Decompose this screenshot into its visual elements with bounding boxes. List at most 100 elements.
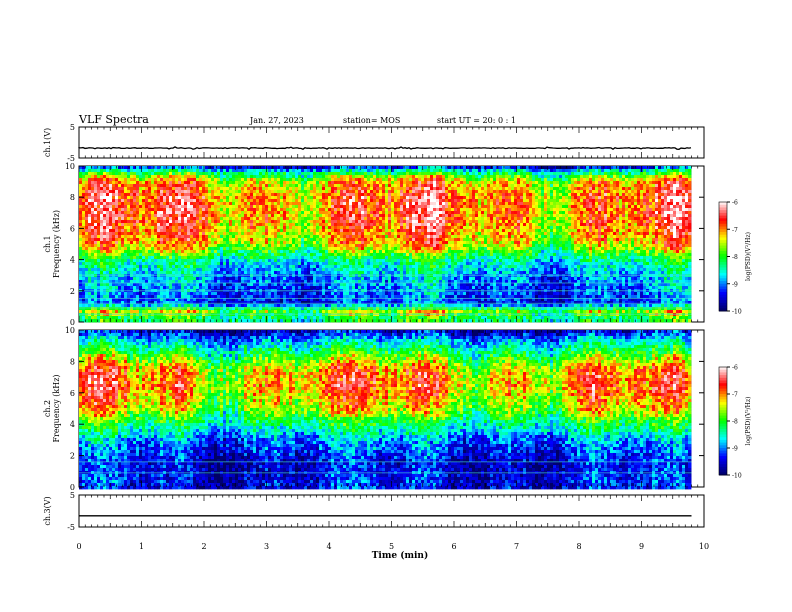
spectrogram-cell (517, 196, 521, 200)
spectrogram-cell (664, 172, 668, 176)
spectrogram-cell (583, 166, 587, 170)
spectrogram-cell (511, 178, 515, 182)
spectrogram-cell (502, 223, 506, 227)
spectrogram-cell (511, 235, 515, 239)
spectrogram-cell (184, 211, 188, 215)
spectrogram-cell (157, 220, 161, 224)
spectrogram-cell (172, 223, 176, 227)
spectrogram-cell (91, 178, 95, 182)
spectrogram-cell (91, 196, 95, 200)
spectrogram-cell (502, 172, 506, 176)
spectrogram-cell (289, 226, 293, 230)
spectrogram-cell (448, 223, 452, 227)
spectrogram-cell (136, 175, 140, 179)
spectrogram-cell (79, 211, 83, 215)
spectrogram-cell (607, 214, 611, 218)
spectrogram-cell (301, 193, 305, 197)
spectrogram-cell (130, 208, 134, 212)
spectrogram-cell (133, 190, 137, 194)
spectrogram-cell (145, 199, 149, 203)
spectrogram-cell (475, 196, 479, 200)
spectrogram-cell (478, 181, 482, 185)
spectrogram-cell (331, 169, 335, 173)
spectrogram-cell (79, 208, 83, 212)
spectrogram-cell (391, 172, 395, 176)
spectrogram-cell (196, 220, 200, 224)
spectrogram-cell (670, 202, 674, 206)
spectrogram-cell (328, 226, 332, 230)
spectrogram-cell (460, 187, 464, 191)
spectrogram-cell (430, 172, 434, 176)
spectrogram-cell (304, 190, 308, 194)
spectrogram-cell (610, 235, 614, 239)
spectrogram-cell (625, 172, 629, 176)
spectrogram-cell (349, 217, 353, 221)
spectrogram-cell (448, 229, 452, 233)
spectrogram-cell (604, 220, 608, 224)
spectrogram-cell (142, 217, 146, 221)
spectrogram-cell (682, 235, 686, 239)
spectrogram-cell (427, 232, 431, 236)
spectrogram-cell (658, 187, 662, 191)
spectrogram-cell (208, 205, 212, 209)
spectrogram-cell (334, 175, 338, 179)
spectrogram-cell (448, 172, 452, 176)
spectrogram-cell (274, 208, 278, 212)
spectrogram-cell (667, 199, 671, 203)
spectrogram-cell (103, 202, 107, 206)
spectrogram-cell (679, 199, 683, 203)
spectrogram-cell (181, 196, 185, 200)
spectrogram-cell (442, 166, 446, 170)
spectrogram-cell (115, 175, 119, 179)
spectrogram-cell (274, 190, 278, 194)
spectrogram-cell (466, 178, 470, 182)
spectrogram-cell (265, 196, 269, 200)
spectrogram-cell (145, 202, 149, 206)
spectrogram-cell (280, 181, 284, 185)
spectrogram-cell (460, 223, 464, 227)
spectrogram-cell (268, 184, 272, 188)
spectrogram-cell (457, 187, 461, 191)
spectrogram-cell (154, 202, 158, 206)
spectrogram-cell (565, 202, 569, 206)
spectrogram-cell (673, 184, 680, 188)
spectrogram-cell (121, 217, 125, 221)
spectrogram-cell (295, 208, 299, 212)
spectrogram-cell (523, 223, 527, 227)
spectrogram-cell (397, 220, 401, 224)
spectrogram-cell (343, 226, 347, 230)
spectrogram-cell (412, 220, 416, 224)
spectrogram-cell (574, 175, 578, 179)
spectrogram-cell (466, 214, 470, 218)
spectrogram-cell (367, 181, 371, 185)
spectrogram-cell (334, 166, 338, 170)
spectrogram-cell (235, 214, 239, 218)
spectrogram-cell (616, 223, 620, 227)
spectrogram-cell (496, 223, 500, 227)
spectrogram-cell (127, 235, 131, 239)
spectrogram-cell (334, 232, 338, 236)
spectrogram-cell (322, 235, 326, 239)
spectrogram-cell (583, 217, 587, 221)
spectrogram-cell (406, 184, 410, 188)
spectrogram-cell (574, 169, 578, 173)
spectrogram-cell (205, 220, 209, 224)
spectrogram-cell (199, 226, 203, 230)
spectrogram-cell (658, 226, 662, 230)
spectrogram-cell (262, 184, 266, 188)
spectrogram-cell (472, 205, 476, 209)
spectrogram-cell (91, 169, 95, 173)
spectrogram-cell (601, 226, 605, 230)
spectrogram-cell (367, 199, 371, 203)
spectrogram-cell (253, 220, 257, 224)
spectrogram-cell (271, 199, 275, 203)
spectrogram-cell (223, 208, 227, 212)
spectrogram-cell (100, 205, 104, 209)
spectrogram-cell (316, 208, 320, 212)
spectrogram-cell (493, 208, 497, 212)
spectrogram-cell (490, 181, 494, 185)
spectrogram-cell (400, 232, 404, 236)
spectrogram-cell (586, 211, 590, 215)
spectrogram-cell (283, 229, 287, 233)
spectrogram-cell (412, 169, 416, 173)
